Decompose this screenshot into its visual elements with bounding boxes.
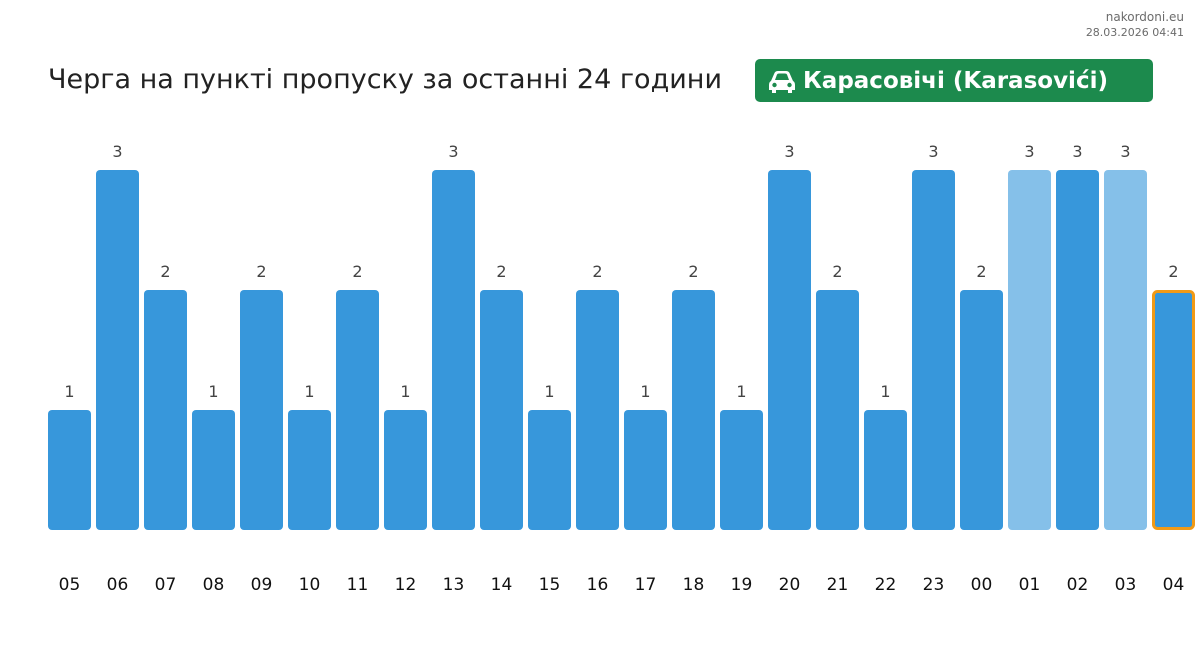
x-tick-05: 05: [59, 575, 81, 595]
value-label-15: 1: [544, 382, 554, 401]
value-label-22: 1: [880, 382, 890, 401]
bar-02: [1056, 170, 1099, 530]
bar-00: [960, 290, 1003, 530]
value-label-12: 1: [400, 382, 410, 401]
source-site: nakordoni.eu: [1105, 10, 1184, 24]
bar-04: [1152, 290, 1195, 530]
value-label-21: 2: [832, 262, 842, 281]
x-tick-14: 14: [491, 575, 513, 595]
bar-19: [720, 410, 763, 530]
value-label-04: 2: [1168, 262, 1178, 281]
value-label-11: 2: [352, 262, 362, 281]
x-tick-00: 00: [971, 575, 993, 595]
value-label-07: 2: [160, 262, 170, 281]
bar-08: [192, 410, 235, 530]
bar-22: [864, 410, 907, 530]
value-label-13: 3: [448, 142, 458, 161]
x-tick-21: 21: [827, 575, 849, 595]
value-label-10: 1: [304, 382, 314, 401]
bar-15: [528, 410, 571, 530]
bar-14: [480, 290, 523, 530]
checkpoint-name: Карасовічі (Karasovići): [803, 67, 1108, 94]
x-tick-11: 11: [347, 575, 369, 595]
x-tick-23: 23: [923, 575, 945, 595]
checkpoint-badge: Карасовічі (Karasovići): [755, 59, 1153, 102]
x-tick-15: 15: [539, 575, 561, 595]
x-tick-08: 08: [203, 575, 225, 595]
x-tick-06: 06: [107, 575, 129, 595]
chart-title: Черга на пункті пропуску за останні 24 г…: [48, 64, 722, 95]
bar-11: [336, 290, 379, 530]
value-label-00: 2: [976, 262, 986, 281]
value-label-03: 3: [1120, 142, 1130, 161]
bar-05: [48, 410, 91, 530]
value-label-09: 2: [256, 262, 266, 281]
bar-10: [288, 410, 331, 530]
x-tick-17: 17: [635, 575, 657, 595]
bar-07: [144, 290, 187, 530]
bar-01: [1008, 170, 1051, 530]
x-tick-04: 04: [1163, 575, 1185, 595]
x-tick-16: 16: [587, 575, 609, 595]
source-info: nakordoni.eu 28.03.2026 04:41: [1086, 10, 1184, 41]
x-tick-12: 12: [395, 575, 417, 595]
x-tick-10: 10: [299, 575, 321, 595]
bar-03: [1104, 170, 1147, 530]
bar-09: [240, 290, 283, 530]
bar-20: [768, 170, 811, 530]
x-tick-18: 18: [683, 575, 705, 595]
bar-16: [576, 290, 619, 530]
x-tick-03: 03: [1115, 575, 1137, 595]
value-label-17: 1: [640, 382, 650, 401]
value-label-19: 1: [736, 382, 746, 401]
x-tick-13: 13: [443, 575, 465, 595]
x-tick-19: 19: [731, 575, 753, 595]
value-label-01: 3: [1024, 142, 1034, 161]
source-timestamp: 28.03.2026 04:41: [1085, 26, 1184, 39]
value-label-06: 3: [112, 142, 122, 161]
x-tick-20: 20: [779, 575, 801, 595]
value-label-18: 2: [688, 262, 698, 281]
value-label-16: 2: [592, 262, 602, 281]
value-label-05: 1: [64, 382, 74, 401]
value-label-14: 2: [496, 262, 506, 281]
value-label-02: 3: [1072, 142, 1082, 161]
x-tick-01: 01: [1019, 575, 1041, 595]
bar-23: [912, 170, 955, 530]
x-tick-07: 07: [155, 575, 177, 595]
value-label-23: 3: [928, 142, 938, 161]
x-tick-09: 09: [251, 575, 273, 595]
bar-06: [96, 170, 139, 530]
value-label-20: 3: [784, 142, 794, 161]
bar-12: [384, 410, 427, 530]
bar-21: [816, 290, 859, 530]
bar-18: [672, 290, 715, 530]
bar-13: [432, 170, 475, 530]
x-tick-22: 22: [875, 575, 897, 595]
x-tick-02: 02: [1067, 575, 1089, 595]
bar-17: [624, 410, 667, 530]
car-icon: [767, 68, 797, 94]
value-label-08: 1: [208, 382, 218, 401]
